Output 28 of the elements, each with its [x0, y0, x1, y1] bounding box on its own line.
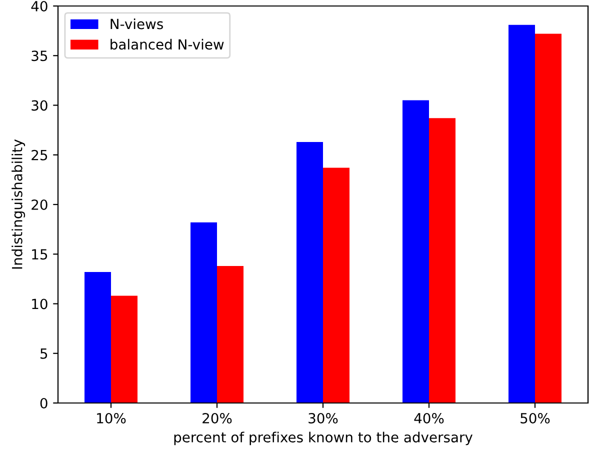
- y-tick-label: 35: [32, 50, 48, 62]
- bar: [296, 142, 323, 403]
- bar: [111, 296, 138, 403]
- bar: [190, 222, 217, 403]
- x-tick-label: 30%: [308, 412, 338, 424]
- legend-label: balanced N-view: [110, 38, 224, 50]
- x-axis-title: percent of prefixes known to the adversary: [174, 432, 473, 446]
- y-tick-label: 15: [32, 249, 48, 260]
- x-tick-label: 50%: [520, 412, 550, 424]
- y-tick-label: 40: [31, 0, 48, 12]
- y-tick-label: 25: [32, 150, 48, 160]
- y-tick-label: 5: [40, 348, 48, 359]
- bar: [323, 168, 350, 403]
- bar: [508, 24, 535, 403]
- x-tick-label: 40%: [414, 412, 444, 424]
- bar: [84, 272, 111, 403]
- y-tick-label: 0: [40, 398, 48, 408]
- bar: [535, 34, 562, 403]
- bar: [429, 118, 456, 403]
- legend-label: N-views: [110, 18, 163, 30]
- x-tick-label: 10%: [97, 412, 126, 424]
- bar: [217, 266, 244, 403]
- y-tick-label: 30: [32, 100, 48, 111]
- y-tick-label: 20: [32, 199, 48, 210]
- y-tick-label: 10: [32, 298, 48, 310]
- x-tick-label: 20%: [202, 412, 232, 424]
- y-axis-title: Indistinguishability: [12, 139, 26, 269]
- bar: [402, 100, 429, 403]
